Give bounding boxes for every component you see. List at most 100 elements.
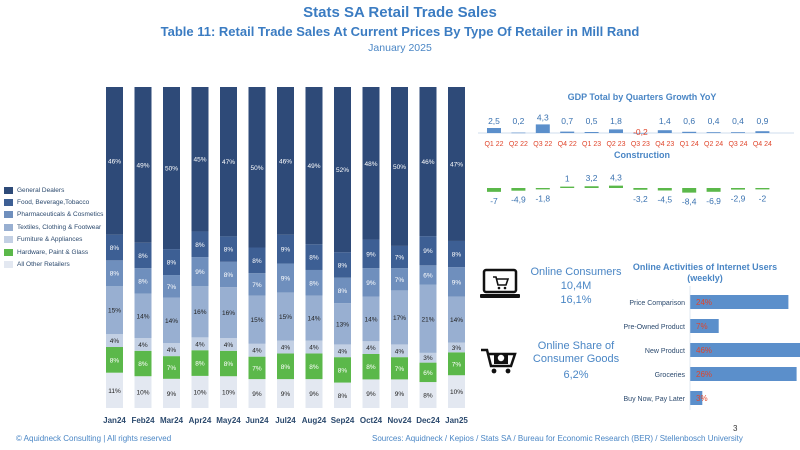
stack-segment — [391, 268, 408, 291]
segment-label: 9% — [167, 391, 177, 398]
segment-label: 9% — [281, 275, 291, 282]
construction-bar — [487, 188, 501, 192]
laptop-cart-icon — [480, 268, 520, 298]
copyright: © Aquidneck Consulting | All rights rese… — [16, 434, 172, 443]
construction-value-label: -4,5 — [657, 194, 672, 204]
segment-label: 7% — [452, 361, 462, 368]
gdp-value-label: -0,2 — [633, 127, 648, 137]
gdp-quarter-label: Q3 24 — [728, 141, 747, 148]
online-bar — [690, 391, 703, 405]
legend-swatch — [4, 261, 13, 269]
construction-bar — [609, 185, 623, 188]
construction-value-label: 3,2 — [586, 173, 598, 183]
stack-segment — [134, 350, 152, 377]
segment-label: 9% — [281, 247, 291, 254]
segment-label: 16% — [193, 309, 206, 316]
segment-label: 8% — [224, 361, 234, 368]
legend-label: Hardware, Paint & Glass — [17, 248, 89, 256]
segment-label: 4% — [395, 348, 405, 355]
construction-bar — [511, 188, 526, 191]
stack-segment — [191, 87, 209, 232]
stack-segment — [106, 87, 123, 235]
stack-segment — [106, 372, 123, 408]
segment-label: 8% — [224, 272, 234, 279]
x-tick-label: Feb24 — [131, 416, 155, 425]
x-tick-label: Sep24 — [331, 416, 355, 425]
stack-segment — [191, 337, 209, 351]
construction-value-label: -6,9 — [706, 196, 721, 206]
segment-label: 14% — [307, 316, 320, 323]
online-bar — [690, 295, 789, 309]
stack-segment — [419, 284, 437, 353]
gdp-bar — [535, 124, 550, 133]
online-value-label: 7% — [696, 322, 708, 331]
segment-label: 7% — [395, 366, 405, 373]
segment-label: 4% — [167, 347, 177, 354]
stack-segment — [419, 352, 437, 363]
stack-segment — [220, 350, 237, 377]
segment-label: 4% — [110, 338, 120, 345]
segment-label: 47% — [222, 159, 235, 166]
segment-label: 8% — [338, 393, 348, 400]
legend-label: Furniture & Appliances — [17, 236, 83, 244]
stack-segment — [277, 234, 294, 264]
stack-segment — [106, 347, 123, 373]
stack-segment — [448, 240, 465, 268]
online-category-label: Groceries — [655, 372, 686, 379]
stack-segment — [220, 376, 237, 408]
stack-segment — [277, 340, 294, 354]
stack-segment — [220, 338, 237, 351]
construction-value-label: -1,8 — [535, 193, 550, 203]
gdp-value-label: 2,5 — [488, 116, 500, 126]
stack-segment — [419, 265, 437, 285]
gdp-quarter-label: Q3 22 — [533, 141, 552, 148]
stack-segment — [277, 379, 294, 408]
stack-segment — [106, 260, 123, 287]
legend-item: All Other Retailers — [4, 258, 103, 270]
stack-segment — [419, 362, 437, 383]
stack-segment — [391, 357, 408, 380]
online-consumers-label: Online Consumers — [530, 266, 622, 278]
stack-segment — [163, 249, 180, 276]
online-bar — [690, 343, 800, 357]
stack-segment — [305, 244, 323, 270]
segment-label: 15% — [279, 314, 292, 321]
construction-bar — [535, 188, 550, 190]
stack-segment — [362, 341, 380, 354]
legend-swatch — [4, 211, 13, 219]
construction-value-label: 4,3 — [610, 173, 622, 183]
construction-value-label: -7 — [490, 196, 498, 206]
gdp-bar — [609, 129, 623, 133]
segment-label: 8% — [195, 361, 205, 368]
segment-label: 10% — [136, 390, 149, 397]
stack-segment — [391, 344, 408, 358]
stack-segment — [220, 236, 237, 262]
x-tick-label: Jan24 — [103, 416, 126, 425]
segment-label: 14% — [136, 313, 149, 320]
construction-value-label: -8,4 — [682, 197, 697, 207]
segment-label: 7% — [167, 365, 177, 372]
stack-segment — [248, 273, 266, 296]
online-share-label: Online Share of Consumer Goods — [532, 340, 620, 365]
online-value-label: 46% — [696, 346, 712, 355]
stack-segment — [248, 247, 266, 274]
segment-label: 8% — [309, 255, 319, 262]
gdp-value-label: 4,3 — [537, 112, 549, 122]
stack-segment — [248, 295, 266, 344]
stack-segment — [419, 87, 437, 237]
gdp-quarter-label: Q1 23 — [582, 141, 601, 148]
stack-segment — [134, 338, 152, 351]
stack-segment — [163, 356, 180, 379]
segment-label: 8% — [110, 357, 120, 364]
x-tick-label: Dec24 — [416, 416, 440, 425]
online-value-label: 3% — [696, 394, 708, 403]
segment-label: 7% — [252, 282, 262, 289]
segment-label: 8% — [338, 367, 348, 374]
stack-segment — [134, 376, 152, 408]
segment-label: 49% — [307, 163, 320, 170]
construction-title: Construction — [614, 150, 670, 160]
gdp-title: GDP Total by Quarters Growth YoY — [567, 92, 717, 102]
segment-label: 15% — [250, 317, 263, 324]
gdp-quarter-label: Q4 23 — [655, 141, 674, 148]
gdp-bar — [511, 132, 526, 134]
